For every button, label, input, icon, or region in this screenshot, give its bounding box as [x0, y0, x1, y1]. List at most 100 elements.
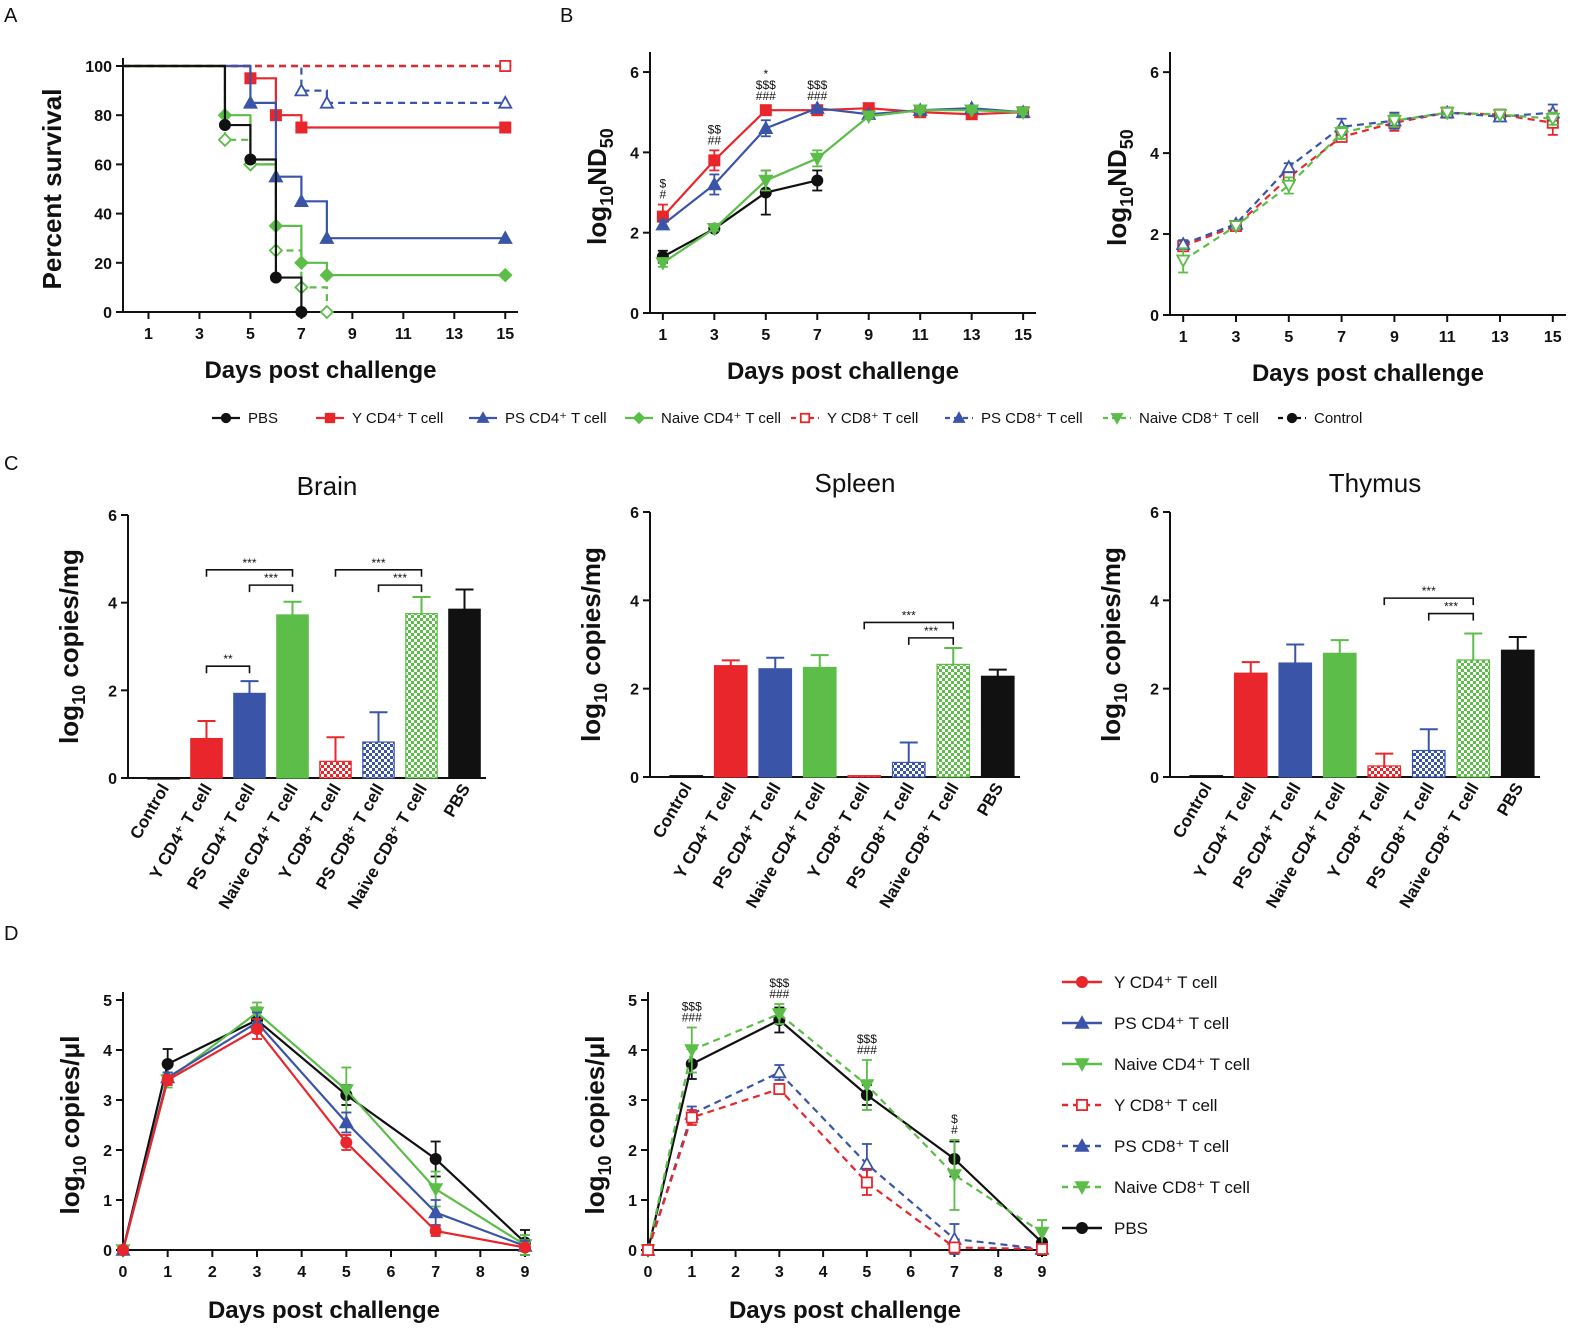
- chart-title: Brain: [297, 471, 358, 501]
- y-tick-label: 6: [630, 65, 639, 82]
- legend-item-naive-cd8: Naive CD8⁺ T cell: [1062, 1178, 1250, 1197]
- data-point: [244, 153, 257, 166]
- data-point: [497, 95, 513, 109]
- y-tick-label: 0: [630, 770, 639, 787]
- significance-label: ***: [902, 608, 916, 622]
- data-point: [340, 1136, 353, 1149]
- y-axis-label: log10 copies/mg: [576, 547, 611, 742]
- data-point: [338, 1084, 354, 1098]
- data-point: [1036, 1243, 1049, 1256]
- legend-marker: [799, 412, 811, 424]
- chart-title: Thymus: [1329, 468, 1421, 498]
- legend-marker: [1110, 413, 1124, 425]
- legend-label: PS CD4⁺ T cell: [1114, 1014, 1229, 1033]
- data-point: [293, 82, 309, 97]
- data-point: [655, 216, 671, 231]
- y-tick-label: 2: [1150, 682, 1159, 699]
- category-label: Naive CD4⁺ T cell: [742, 780, 829, 912]
- x-tick-label: 9: [1038, 1264, 1047, 1281]
- data-point: [428, 1204, 444, 1219]
- series-line: [123, 64, 328, 312]
- bar-ps-cd4-t-cell: [233, 692, 266, 779]
- data-point: [859, 1156, 875, 1170]
- y-axis-label: log10 copies/mg: [54, 549, 89, 744]
- legend-marker: [324, 412, 336, 424]
- x-tick-label: 5: [761, 327, 770, 344]
- y-tick-label: 6: [1150, 505, 1159, 522]
- category-label: Naive CD8⁺ T cell: [1396, 780, 1483, 912]
- y-tick-label: 0: [103, 305, 112, 322]
- series-line: [1182, 111, 1553, 248]
- legend-item-y-cd8: Y CD8⁺ T cell: [791, 410, 918, 427]
- data-point: [429, 1153, 442, 1166]
- significance-mark: ##: [708, 133, 722, 147]
- y-tick-label: 4: [628, 1043, 637, 1060]
- bar-y-cd8-t-cell: [847, 775, 882, 778]
- bar-ps-cd8-t-cell: [891, 761, 926, 778]
- y-tick-label: 0: [630, 306, 639, 323]
- y-tick-label: 2: [630, 682, 639, 699]
- legend-b: PBS Y CD4⁺ T cell PS CD4⁺ T cell Naive CD4⁺…: [212, 410, 1362, 427]
- bar-naive-cd8-t-cell: [936, 663, 971, 778]
- series-y-cd4: [123, 64, 512, 134]
- series-naive-cd4: [655, 104, 1031, 271]
- significance-bracket: [205, 665, 251, 674]
- x-axis-label: Days post challenge: [727, 358, 959, 385]
- bar-y-cd8-t-cell: [1367, 765, 1402, 778]
- x-tick-label: 9: [1390, 329, 1399, 346]
- significance-label: ***: [1422, 584, 1436, 598]
- data-point: [948, 1241, 961, 1254]
- series-line: [123, 64, 506, 105]
- bar-control: [147, 777, 180, 780]
- significance-label: ***: [393, 571, 407, 585]
- data-point: [338, 1114, 354, 1129]
- x-tick-label: 2: [731, 1264, 740, 1281]
- legend-marker: [220, 412, 232, 424]
- data-point: [293, 193, 309, 208]
- category-label: Control: [649, 780, 696, 842]
- y-tick-label: 4: [108, 596, 117, 613]
- legend-item-y-cd4: Y CD4⁺ T cell: [316, 410, 443, 427]
- x-tick-label: 1: [658, 327, 667, 344]
- x-tick-label: 4: [297, 1264, 306, 1281]
- significance-mark: $$$: [756, 78, 776, 92]
- bar-ps-cd8-t-cell: [1411, 749, 1446, 778]
- x-tick-label: 8: [476, 1264, 485, 1281]
- y-tick-label: 3: [103, 1093, 112, 1110]
- data-point: [859, 1079, 875, 1093]
- legend-label: Naive CD8⁺ T cell: [1114, 1178, 1250, 1197]
- bar-control: [669, 775, 704, 778]
- y-tick-label: 3: [628, 1093, 637, 1110]
- x-tick-label: 9: [864, 327, 873, 344]
- y-tick-label: 6: [1150, 65, 1159, 82]
- significance-label: ***: [264, 571, 278, 585]
- data-point: [642, 1244, 655, 1257]
- y-tick-label: 60: [94, 157, 112, 174]
- series-line: [646, 1071, 1043, 1251]
- significance-mark: $: [660, 177, 667, 191]
- series-ps-cd4: [123, 64, 513, 244]
- bar-y-cd4-t-cell: [713, 665, 748, 778]
- bar-naive-cd4-t-cell: [276, 614, 309, 779]
- y-tick-label: 80: [94, 108, 112, 125]
- legend-item-naive-cd8: Naive CD8⁺ T cell: [1103, 410, 1259, 427]
- y-tick-label: 2: [108, 683, 117, 700]
- x-tick-label: 5: [1284, 329, 1293, 346]
- y-axis-label: log10 copies/μl: [55, 1036, 90, 1215]
- legend-d: Y CD4⁺ T cell PS CD4⁺ T cell Naive CD4⁺ T …: [1062, 973, 1250, 1238]
- data-point: [758, 174, 774, 189]
- x-tick-label: 7: [1337, 329, 1346, 346]
- x-axis-label: Days post challenge: [1252, 360, 1484, 387]
- data-point: [1034, 1226, 1050, 1241]
- data-point: [242, 95, 258, 109]
- y-tick-label: 4: [630, 593, 639, 610]
- x-tick-label: 15: [1544, 329, 1562, 346]
- category-label: Control: [1169, 780, 1216, 842]
- bar-y-cd4-t-cell: [1233, 672, 1268, 778]
- legend-marker: [1074, 1138, 1090, 1152]
- series-y-cd4: [117, 1018, 532, 1257]
- series-line: [123, 64, 506, 240]
